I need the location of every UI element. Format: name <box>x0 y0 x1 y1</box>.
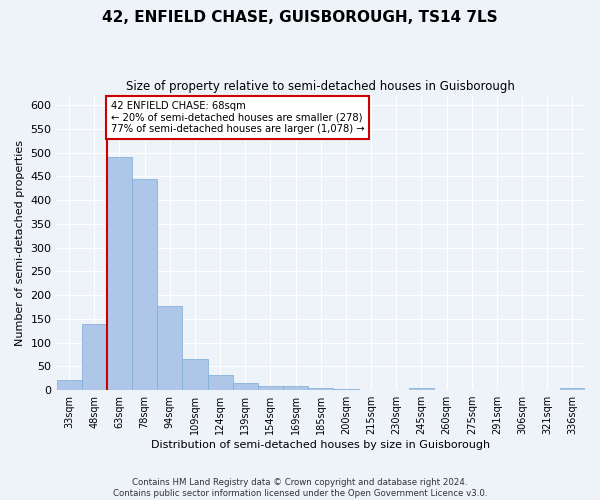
Bar <box>334 389 359 390</box>
Bar <box>308 388 334 390</box>
Bar <box>56 380 82 390</box>
Bar <box>283 386 308 390</box>
X-axis label: Distribution of semi-detached houses by size in Guisborough: Distribution of semi-detached houses by … <box>151 440 490 450</box>
Bar <box>560 388 585 390</box>
Bar <box>409 388 434 390</box>
Bar <box>132 178 157 390</box>
Bar <box>233 383 258 390</box>
Text: 42, ENFIELD CHASE, GUISBOROUGH, TS14 7LS: 42, ENFIELD CHASE, GUISBOROUGH, TS14 7LS <box>102 10 498 25</box>
Text: 42 ENFIELD CHASE: 68sqm
← 20% of semi-detached houses are smaller (278)
77% of s: 42 ENFIELD CHASE: 68sqm ← 20% of semi-de… <box>110 102 364 134</box>
Y-axis label: Number of semi-detached properties: Number of semi-detached properties <box>15 140 25 346</box>
Bar <box>157 306 182 390</box>
Bar <box>82 324 107 390</box>
Bar <box>258 386 283 390</box>
Bar <box>107 158 132 390</box>
Bar <box>208 375 233 390</box>
Text: Contains HM Land Registry data © Crown copyright and database right 2024.
Contai: Contains HM Land Registry data © Crown c… <box>113 478 487 498</box>
Title: Size of property relative to semi-detached houses in Guisborough: Size of property relative to semi-detach… <box>127 80 515 93</box>
Bar <box>182 359 208 390</box>
